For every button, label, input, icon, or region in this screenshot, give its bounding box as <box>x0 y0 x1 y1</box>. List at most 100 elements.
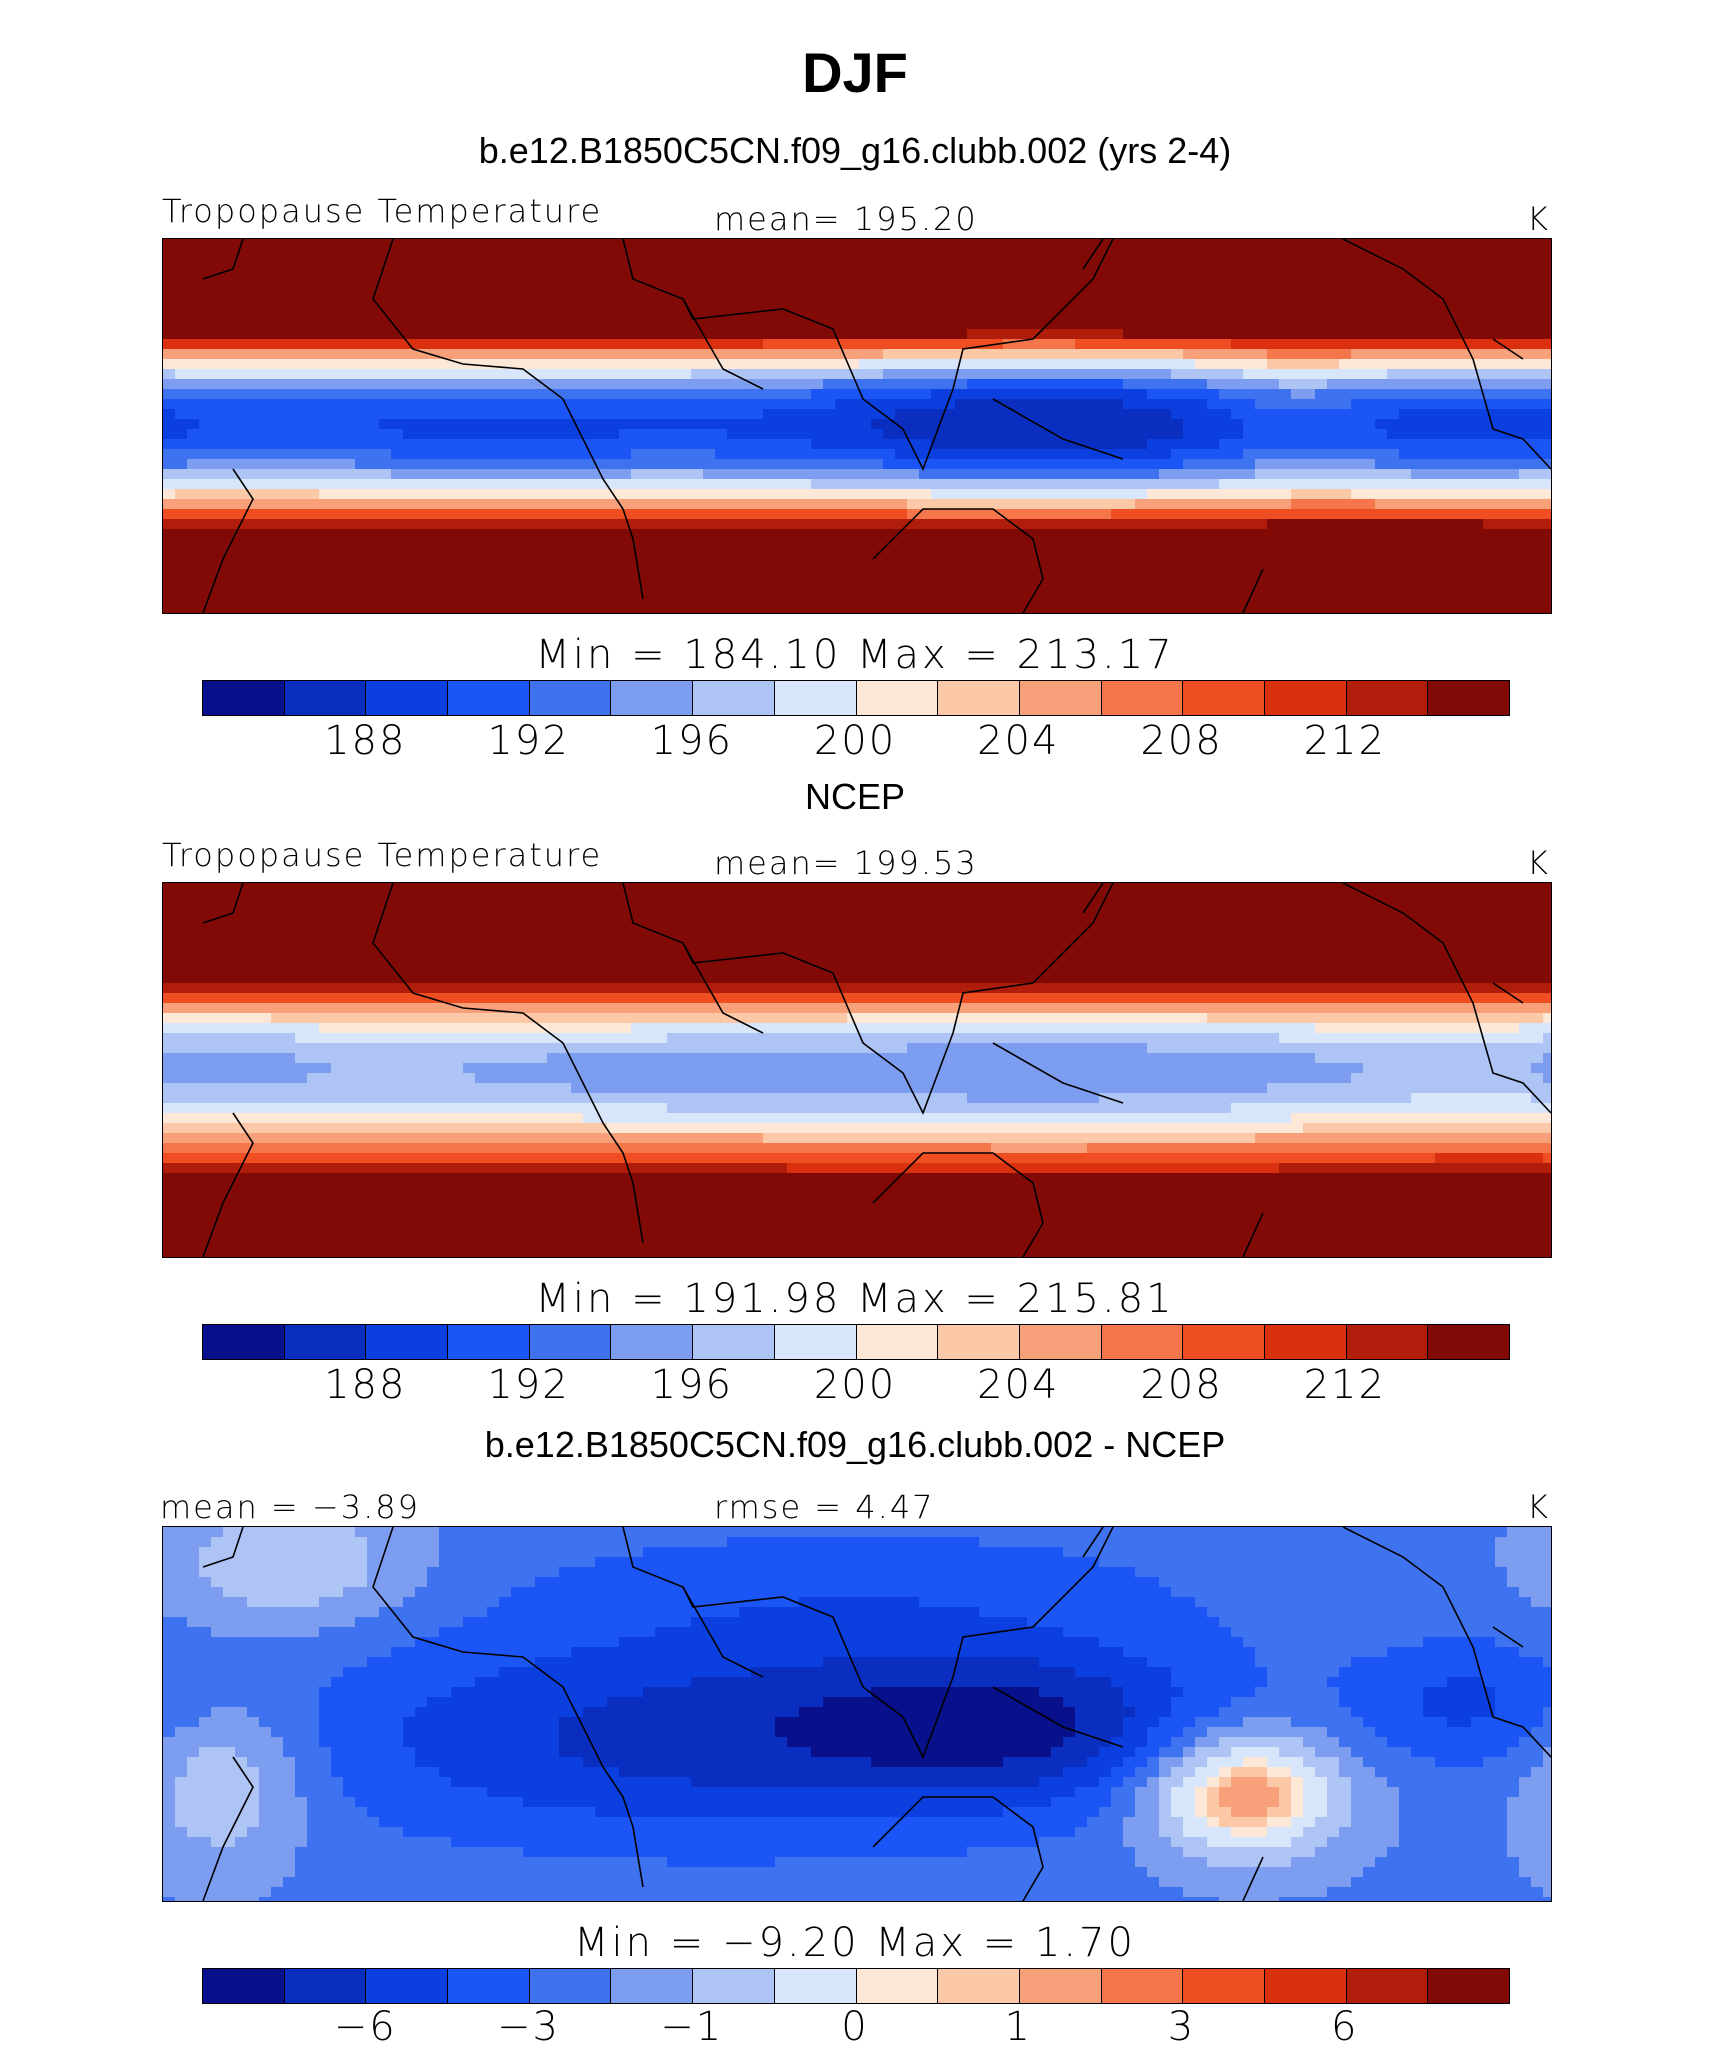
colorbar-swatch-0 <box>203 681 285 715</box>
coastline-1 <box>372 239 644 600</box>
panel-2-mean-label: mean= 199.53 <box>714 844 978 882</box>
page-title: DJF <box>802 41 908 104</box>
coastline-4 <box>1342 239 1551 470</box>
coastline-4 <box>1342 883 1551 1114</box>
colorbar-tick-label: 204 <box>977 718 1060 764</box>
coastline-8 <box>992 398 1124 460</box>
panel-1-title: b.e12.B1850C5CN.f09_g16.clubb.002 (yrs 2… <box>478 130 1232 171</box>
panel-2-minmax: Min = 191.98 Max = 215.81 <box>535 1276 1175 1322</box>
colorbar-swatch-12 <box>1183 1969 1265 2003</box>
colorbar-swatch-13 <box>1264 1969 1347 2003</box>
panel-3-mean-label: mean = −3.89 <box>160 1488 420 1526</box>
colorbar-swatch-15 <box>1428 1325 1509 1359</box>
panel-3-rmse-label: rmse = 4.47 <box>714 1488 935 1526</box>
coastline-5 <box>1242 1856 1264 1901</box>
colorbar-swatch-13 <box>1264 1325 1347 1359</box>
coastline-2 <box>682 942 764 1034</box>
panel-3-contour-svg <box>163 1527 1551 1901</box>
colorbar-swatch-10 <box>1019 1969 1102 2003</box>
colorbar-swatch-7 <box>774 1969 857 2003</box>
colorbar-swatch-12 <box>1183 1325 1265 1359</box>
colorbar-swatch-10 <box>1019 1325 1102 1359</box>
colorbar-tick-label: 0 <box>841 2004 869 2050</box>
colorbar-swatch-3 <box>448 681 530 715</box>
coastline-8 <box>992 1042 1124 1104</box>
colorbar-swatch-11 <box>1101 681 1184 715</box>
colorbar-tick-label: 212 <box>1303 718 1386 764</box>
colorbar-swatch-8 <box>856 681 939 715</box>
colorbar-swatch-11 <box>1101 1969 1184 2003</box>
colorbar-swatch-6 <box>693 1969 775 2003</box>
colorbar-tick-label: 204 <box>977 1362 1060 1408</box>
colorbar-swatch-8 <box>856 1969 939 2003</box>
colorbar-swatch-2 <box>366 681 449 715</box>
colorbar-swatch-0 <box>203 1325 285 1359</box>
panel-3-map <box>162 1526 1552 1902</box>
coastline-10 <box>1492 982 1524 1004</box>
coastline-3 <box>202 883 244 924</box>
colorbar-swatch-6 <box>693 1325 775 1359</box>
colorbar-swatch-15 <box>1428 681 1509 715</box>
colorbar-swatch-1 <box>284 681 367 715</box>
colorbar-swatch-4 <box>529 1969 612 2003</box>
coastline-8 <box>992 1686 1124 1748</box>
colorbar-tick-label: −1 <box>660 2004 724 2050</box>
colorbar-swatch-2 <box>366 1969 449 2003</box>
colorbar-tick-label: 188 <box>324 1362 407 1408</box>
coastline-3 <box>202 1527 244 1568</box>
panel-3-minmax: Min = −9.20 Max = 1.70 <box>574 1920 1136 1966</box>
colorbar-tick-label: 188 <box>324 718 407 764</box>
colorbar-swatch-11 <box>1101 1325 1184 1359</box>
colorbar-tick-label: −6 <box>333 2004 397 2050</box>
colorbar-swatch-1 <box>284 1969 367 2003</box>
colorbar-tick-label: 208 <box>1140 1362 1223 1408</box>
colorbar-swatch-6 <box>693 681 775 715</box>
coastline-1 <box>372 1527 644 1888</box>
colorbar-tick-label: 192 <box>487 1362 570 1408</box>
colorbar-swatch-5 <box>611 1325 694 1359</box>
colorbar-swatch-7 <box>774 681 857 715</box>
panel-1-colorbar <box>202 680 1510 716</box>
panel-1-units-label: K <box>1527 200 1550 238</box>
colorbar-swatch-14 <box>1346 681 1429 715</box>
colorbar-swatch-9 <box>938 681 1020 715</box>
coastline-2 <box>682 298 764 390</box>
colorbar-tick-label: 6 <box>1331 2004 1359 2050</box>
colorbar-swatch-4 <box>529 681 612 715</box>
colorbar-swatch-14 <box>1346 1969 1429 2003</box>
colorbar-swatch-9 <box>938 1969 1020 2003</box>
panel-3-title: b.e12.B1850C5CN.f09_g16.clubb.002 - NCEP <box>484 1424 1226 1465</box>
coastline-7 <box>872 508 1044 613</box>
coastline-10 <box>1492 1626 1524 1648</box>
coastline-2 <box>682 1586 764 1678</box>
colorbar-tick-label: 192 <box>487 718 570 764</box>
coastline-10 <box>1492 338 1524 360</box>
colorbar-swatch-1 <box>284 1325 367 1359</box>
colorbar-swatch-12 <box>1183 681 1265 715</box>
panel-2-units-label: K <box>1527 844 1550 882</box>
panel-1-minmax: Min = 184.10 Max = 213.17 <box>535 632 1175 678</box>
panel-3-colorbar-ticks: −6 −3 −1 0 1 3 6 <box>202 2004 1508 2050</box>
panel-1-colorbar-ticks: 188 192 196 200 204 208 212 <box>202 718 1508 764</box>
colorbar-tick-label: 196 <box>650 1362 733 1408</box>
colorbar-swatch-7 <box>774 1325 857 1359</box>
coastline-5 <box>1242 568 1264 613</box>
coastline-7 <box>872 1796 1044 1901</box>
colorbar-swatch-3 <box>448 1325 530 1359</box>
colorbar-tick-label: 3 <box>1167 2004 1196 2050</box>
colorbar-swatch-15 <box>1428 1969 1509 2003</box>
colorbar-tick-label: 196 <box>650 718 733 764</box>
colorbar-swatch-5 <box>611 1969 694 2003</box>
panel-1-map <box>162 238 1552 614</box>
panel-2-colorbar <box>202 1324 1510 1360</box>
colorbar-tick-label: 208 <box>1140 718 1223 764</box>
colorbar-swatch-8 <box>856 1325 939 1359</box>
coastline-6 <box>202 1112 254 1257</box>
coastline-6 <box>202 468 254 613</box>
coastline-3 <box>202 239 244 280</box>
panel-2-title: NCEP <box>804 776 906 817</box>
panel-3-colorbar <box>202 1968 1510 2004</box>
colorbar-swatch-14 <box>1346 1325 1429 1359</box>
panel-1-variable-label: Tropopause Temperature <box>162 192 603 230</box>
colorbar-swatch-4 <box>529 1325 612 1359</box>
